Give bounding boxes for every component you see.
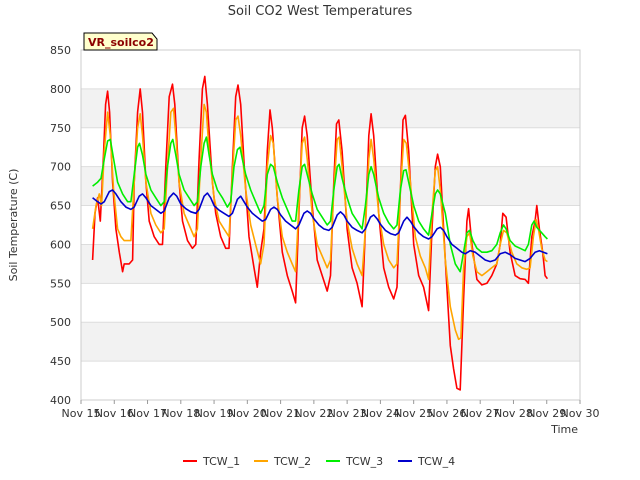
plot-band bbox=[81, 322, 580, 362]
tag-label: VR_soilco2 bbox=[83, 32, 158, 51]
plot-band bbox=[81, 88, 580, 128]
series-line-tcw-3 bbox=[92, 136, 548, 273]
y-tick-label: 750 bbox=[50, 122, 71, 135]
plot-band bbox=[81, 283, 580, 323]
plot-band bbox=[81, 166, 580, 206]
x-axis-label: Time bbox=[550, 423, 578, 436]
x-tick-label: Nov 21 bbox=[261, 407, 300, 420]
x-tick-label: Nov 20 bbox=[228, 407, 267, 420]
x-tick-label: Nov 24 bbox=[361, 407, 400, 420]
legend-label: TCW_2 bbox=[273, 455, 311, 468]
y-tick-label: 800 bbox=[50, 83, 71, 96]
x-tick-label: Nov 29 bbox=[527, 407, 566, 420]
series-line-tcw-1 bbox=[91, 75, 549, 391]
chart-title: Soil CO2 West Temperatures bbox=[228, 4, 413, 19]
series-line-tcw-4 bbox=[92, 189, 548, 263]
y-axis-ticks: 400 450 500 550 600 650 700 750 800 850 bbox=[50, 44, 71, 407]
y-tick-label: 400 bbox=[50, 394, 71, 407]
x-tick-label: Nov 22 bbox=[294, 407, 333, 420]
y-tick-label: 650 bbox=[50, 200, 71, 213]
legend-label: TCW_4 bbox=[417, 455, 455, 468]
x-tick-label: Nov 19 bbox=[195, 407, 234, 420]
tag-text: VR_soilco2 bbox=[88, 36, 154, 49]
y-tick-label: 550 bbox=[50, 277, 71, 290]
plot-border bbox=[80, 49, 581, 401]
x-tick-label: Nov 25 bbox=[394, 407, 433, 420]
x-tick-label: Nov 16 bbox=[95, 407, 134, 420]
legend-label: TCW_3 bbox=[345, 455, 383, 468]
x-tick-label: Nov 23 bbox=[328, 407, 367, 420]
x-tick-label: Nov 27 bbox=[461, 407, 500, 420]
plot-band bbox=[81, 127, 580, 167]
plot-band bbox=[81, 50, 580, 89]
y-tick-label: 700 bbox=[50, 161, 71, 174]
x-tick-label: Nov 17 bbox=[128, 407, 167, 420]
y-tick-label: 500 bbox=[50, 316, 71, 329]
y-tick-label: 850 bbox=[50, 44, 71, 57]
y-axis-label: Soil Temperature (C) bbox=[7, 169, 20, 282]
legend: TCW_1 TCW_2 TCW_3 TCW_4 bbox=[183, 455, 455, 468]
x-tick-label: Nov 28 bbox=[494, 407, 533, 420]
x-tick-label: Nov 30 bbox=[561, 407, 600, 420]
y-tick-label: 600 bbox=[50, 238, 71, 251]
y-tick-label: 450 bbox=[50, 355, 71, 368]
x-tick-label: Nov 18 bbox=[161, 407, 200, 420]
plot-band bbox=[81, 361, 580, 400]
x-tick-label: Nov 15 bbox=[62, 407, 101, 420]
x-tick-label: Nov 26 bbox=[427, 407, 466, 420]
series-lines bbox=[91, 75, 549, 391]
legend-label: TCW_1 bbox=[202, 455, 240, 468]
